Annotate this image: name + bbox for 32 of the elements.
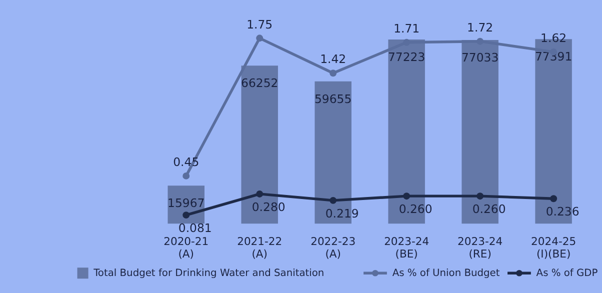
x-tick-label: 2020-21 (A) — [164, 234, 209, 260]
x-tick-label: 2024-25 (I)(BE) — [531, 234, 576, 260]
data-label: 0.45 — [173, 155, 200, 170]
data-label: 0.081 — [178, 221, 212, 236]
data-label: 1.62 — [540, 31, 567, 46]
data-label: 1.42 — [320, 52, 346, 66]
x-tick-label: 2022-23 (A) — [310, 234, 356, 260]
data-label: 1.71 — [394, 22, 420, 36]
data-label: 66252 — [241, 76, 278, 90]
point — [403, 192, 410, 200]
point — [550, 195, 558, 202]
point — [403, 38, 410, 46]
legend-label: As % of GDP — [536, 268, 598, 279]
point — [256, 34, 264, 42]
x-tick-label: 2021-22 (A) — [237, 234, 282, 260]
data-label: 59655 — [314, 92, 352, 106]
point — [476, 192, 484, 200]
data-label: 1.72 — [467, 20, 494, 34]
data-label: 15967 — [168, 196, 205, 210]
point — [182, 212, 190, 219]
point — [182, 172, 190, 180]
x-tick-label: 2023-24 (BE) — [384, 234, 430, 260]
data-label: 77033 — [461, 50, 499, 65]
point — [330, 196, 337, 204]
data-label: 77223 — [388, 50, 426, 64]
x-tick-label: 2023-24 (RE) — [458, 234, 503, 260]
data-label: 1.75 — [246, 17, 273, 32]
legend-label: Total Budget for Drinking Water and Sanitation — [92, 268, 324, 279]
point — [256, 190, 264, 198]
point — [330, 70, 337, 77]
point — [476, 38, 484, 45]
legend-label: As % of Union Budget — [392, 268, 500, 279]
